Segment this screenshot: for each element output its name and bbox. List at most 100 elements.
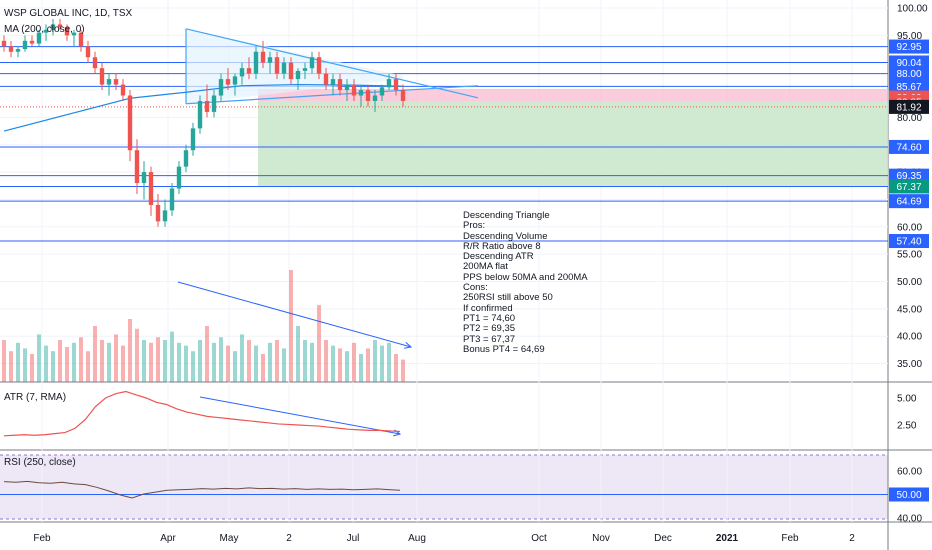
atr-tick-label: 5.00	[897, 394, 917, 405]
volume-bar	[254, 345, 258, 382]
candle-body	[358, 90, 364, 96]
note-line: Descending Volume	[463, 230, 548, 242]
level-label-bg	[889, 168, 929, 183]
rsi-legend[interactable]: RSI (250, close)	[4, 457, 76, 468]
volume-bar	[268, 342, 272, 382]
candle-body	[92, 57, 98, 69]
volume-bar	[177, 342, 181, 382]
candle-body	[169, 188, 175, 211]
volume-bar	[107, 342, 111, 382]
candle-body	[106, 79, 112, 85]
time-tick-label: Apr	[160, 533, 176, 544]
candle-body	[141, 172, 147, 184]
volume-bar	[72, 342, 76, 382]
time-tick-label: Dec	[654, 533, 672, 544]
volume-bar	[324, 340, 328, 382]
volume-bar	[317, 305, 321, 382]
profit-target-zone[interactable]	[258, 101, 888, 187]
candle-body	[85, 46, 91, 58]
volume-bar	[9, 351, 13, 382]
note-line: 250RSI still above 50	[463, 292, 553, 304]
grid	[0, 0, 888, 522]
candle-body	[134, 150, 140, 184]
candle-body	[22, 40, 28, 50]
volume-bar	[226, 345, 230, 382]
level-label: 74.60	[896, 142, 921, 153]
time-tick-label: Jul	[347, 533, 360, 544]
candle-body	[379, 87, 385, 96]
level-label: 88.00	[896, 69, 921, 80]
atr-trend-arrow[interactable]	[199, 396, 401, 435]
time-axis[interactable]: Feb Apr May 2 Jul Aug Oct Nov Dec 2021 Feb 2	[33, 533, 855, 544]
level-label-bg	[889, 79, 929, 94]
candle-body	[211, 95, 217, 112]
atr-legend[interactable]: ATR (7, RMA)	[4, 392, 67, 403]
candle-body	[15, 49, 21, 52]
volume-bar	[100, 340, 104, 382]
candle-body	[274, 57, 280, 74]
rsi-line	[0, 480, 888, 499]
volume-bar	[114, 334, 118, 382]
triangle-edge[interactable]	[185, 85, 479, 105]
candle-body	[162, 210, 168, 222]
level-label: 90.04	[896, 58, 921, 69]
level-label: 85.67	[896, 82, 921, 93]
candle-body	[295, 70, 301, 80]
level-label: 57.40	[896, 237, 921, 248]
level-label-bg	[889, 66, 929, 81]
volume-bar	[352, 342, 356, 382]
volume-bar	[135, 328, 139, 382]
note-line: PPS below 50MA and 200MA	[463, 271, 588, 283]
candle-body	[155, 204, 161, 222]
volume-bar	[65, 347, 69, 382]
candle-body	[239, 68, 245, 77]
level-lines[interactable]	[0, 46, 888, 242]
stop-loss-zone[interactable]	[258, 88, 888, 102]
candle-body	[176, 166, 182, 189]
price-tick-label: 100.00	[897, 4, 928, 15]
level-label: 92.95	[896, 42, 921, 53]
volume-bar	[51, 351, 55, 382]
volume-trend-arrow[interactable]	[177, 281, 412, 348]
risk-reward-zones[interactable]	[258, 88, 888, 187]
price-tick-label: 50.00	[897, 277, 922, 288]
volume-bar	[310, 342, 314, 382]
volume-bar	[247, 340, 251, 382]
time-tick-label: Oct	[531, 533, 547, 544]
candle-body	[281, 62, 287, 74]
candle-body	[43, 29, 49, 33]
price-tick-label: 80.00	[897, 113, 922, 124]
candle-body	[218, 79, 224, 96]
note-line: R/R Ratio above 8	[463, 240, 541, 252]
atr-tick-label: 2.50	[897, 421, 917, 432]
volume-bar	[303, 340, 307, 382]
volume-bar	[86, 351, 90, 382]
volume-bar	[345, 351, 349, 382]
volume-trend-arrow-head[interactable]	[404, 341, 413, 349]
candle-body	[204, 100, 210, 112]
candle-body	[57, 24, 63, 28]
note-line: 200MA flat	[463, 261, 508, 273]
candle-body	[351, 84, 357, 96]
ma-legend[interactable]: MA (200, close, 0)	[4, 24, 85, 35]
candle-body	[190, 128, 196, 151]
triangle-edge[interactable]	[185, 28, 479, 99]
volume-bar	[191, 351, 195, 382]
volume-bar	[394, 354, 398, 382]
candle-body	[50, 24, 56, 30]
volume-bar	[219, 337, 223, 382]
note-line: PT3 = 67,37	[463, 333, 516, 345]
symbol-title[interactable]: WSP GLOBAL INC, 1D, TSX	[4, 8, 133, 19]
time-tick-label: Aug	[408, 533, 426, 544]
time-tick-label: May	[220, 533, 239, 544]
level-price-labels: 92.9590.0488.0085.6783.6282.8581.9274.60…	[889, 39, 929, 502]
volume-bar	[387, 342, 391, 382]
candle-body	[1, 40, 7, 47]
time-tick-label: 2021	[716, 533, 739, 544]
candle-body	[246, 68, 252, 74]
candle-body	[78, 32, 84, 47]
rsi-tick-label: 60.00	[897, 467, 922, 478]
